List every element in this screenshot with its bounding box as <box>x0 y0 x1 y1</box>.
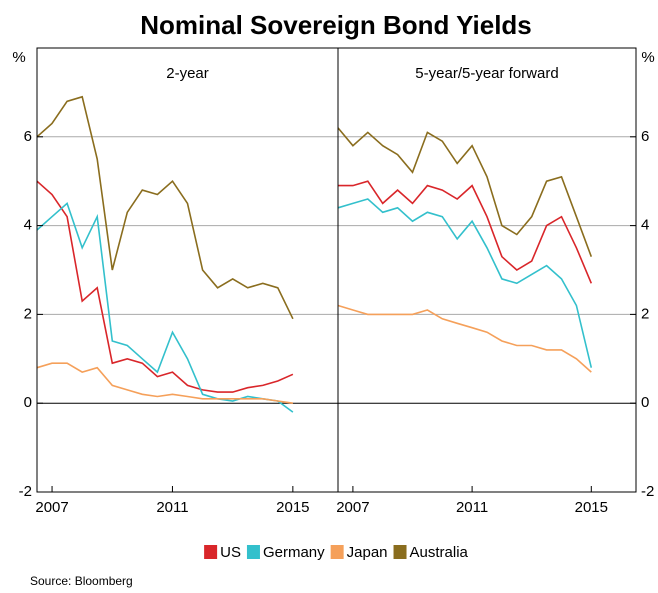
legend-swatch <box>393 545 407 559</box>
plots <box>36 95 636 413</box>
x-tick-label: 2011 <box>156 499 188 516</box>
y-tick-label: 4 <box>24 217 32 234</box>
x-tick-label: 2011 <box>456 499 488 516</box>
legend-label: Australia <box>410 544 469 561</box>
legend-swatch <box>246 545 260 559</box>
panel-title: 2-year <box>166 65 209 82</box>
y-tick-label: -2 <box>641 483 654 500</box>
legend-label: Japan <box>347 544 388 561</box>
series-line <box>337 198 593 368</box>
legend-label: Germany <box>263 544 325 561</box>
series-line <box>338 180 593 284</box>
legend-item: Japan <box>330 544 388 561</box>
y-axis-unit: % <box>12 49 25 66</box>
frame <box>36 47 637 493</box>
y-tick-label: 2 <box>24 305 32 322</box>
x-tick-label: 2007 <box>336 499 369 516</box>
chart-title: Nominal Sovereign Bond Yields <box>140 10 532 40</box>
series-line <box>337 127 593 257</box>
series-line <box>36 180 294 393</box>
legend-swatch <box>330 545 344 559</box>
legend-item: Germany <box>246 544 325 561</box>
series-line <box>36 95 294 320</box>
legend-item: Australia <box>393 544 469 561</box>
legend-item: US <box>204 544 241 561</box>
legend-label: US <box>220 544 241 561</box>
series-line <box>36 362 294 404</box>
y-tick-label: 0 <box>641 394 649 411</box>
legend-swatch <box>204 545 218 559</box>
x-tick-label: 2007 <box>35 499 68 516</box>
y-axis-unit: % <box>641 49 654 66</box>
y-tick-label: 0 <box>24 394 32 411</box>
x-tick-label: 2015 <box>276 499 309 516</box>
y-tick-label: 6 <box>24 128 32 145</box>
panel-title: 5-year/5-year forward <box>415 65 558 82</box>
y-tick-label: 2 <box>641 305 649 322</box>
source: Source: Bloomberg <box>30 574 133 588</box>
y-tick-label: 4 <box>641 217 649 234</box>
series-line <box>337 304 592 373</box>
y-tick-label: 6 <box>641 128 649 145</box>
x-tick-label: 2015 <box>575 499 608 516</box>
y-tick-label: -2 <box>19 483 32 500</box>
series-line <box>36 202 294 413</box>
